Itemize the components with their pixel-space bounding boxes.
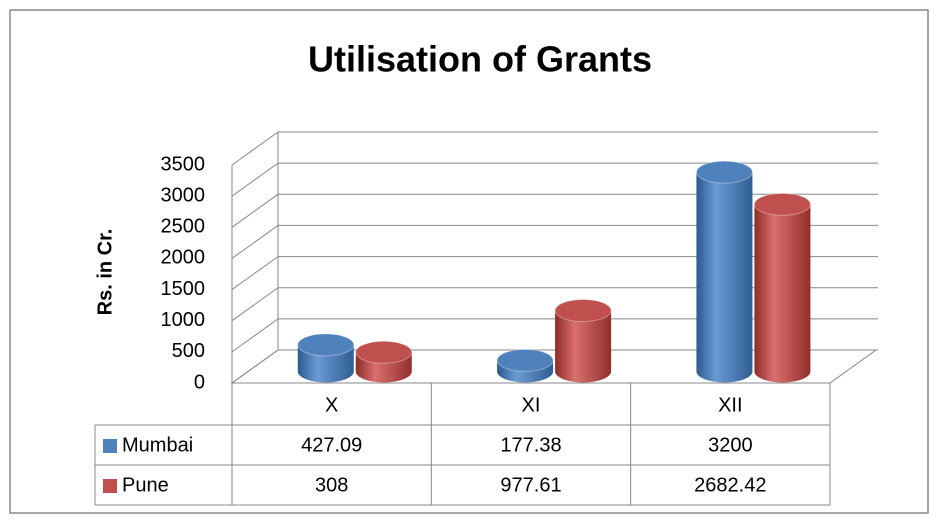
bar-body [696, 172, 753, 383]
bar-top [554, 299, 612, 323]
bar-body [754, 204, 811, 383]
grid-line [231, 256, 878, 290]
y-tick-label: 0 [194, 371, 205, 393]
bar-top [355, 340, 413, 364]
table-value: 3200 [708, 434, 753, 456]
bar-top [496, 348, 554, 372]
grid-line [231, 287, 878, 322]
y-tick-label: 500 [172, 340, 205, 362]
bar [496, 348, 554, 383]
bar-top [297, 333, 355, 357]
x-tick-label: XII [718, 394, 742, 416]
bar-top [753, 192, 811, 216]
table-value: 977.61 [500, 474, 561, 496]
grid-line [231, 193, 878, 228]
y-tick-label: 3000 [161, 184, 206, 206]
grid-line [231, 318, 878, 353]
bar-top [695, 160, 753, 184]
table-value: 308 [315, 474, 348, 496]
bar [695, 160, 753, 383]
legend-label: Mumbai [122, 434, 193, 456]
bar [753, 192, 811, 383]
y-tick-label: 2000 [161, 247, 206, 269]
grid-line [231, 131, 878, 166]
table-value: 2682.42 [694, 474, 766, 496]
bar [554, 299, 612, 383]
legend-label: Pune [122, 474, 169, 496]
grid-line [231, 224, 878, 259]
legend-swatch [103, 439, 117, 453]
bar-body [555, 310, 612, 383]
x-tick-label: X [325, 394, 338, 416]
grid-line [231, 162, 878, 197]
y-tick-label: 1000 [161, 309, 206, 331]
grid-line [231, 349, 878, 384]
bar [297, 333, 355, 383]
y-tick-label: 3500 [161, 153, 206, 175]
y-axis-label: Rs. in Cr. [94, 229, 116, 316]
bar [355, 340, 413, 383]
legend-swatch [103, 479, 117, 493]
x-tick-label: XI [522, 394, 541, 416]
y-tick-label: 1500 [161, 278, 206, 300]
table-value: 177.38 [500, 434, 561, 456]
y-tick-label: 2500 [161, 216, 206, 238]
chart-title: Utilisation of Grants [308, 39, 652, 80]
table-value: 427.09 [301, 434, 362, 456]
